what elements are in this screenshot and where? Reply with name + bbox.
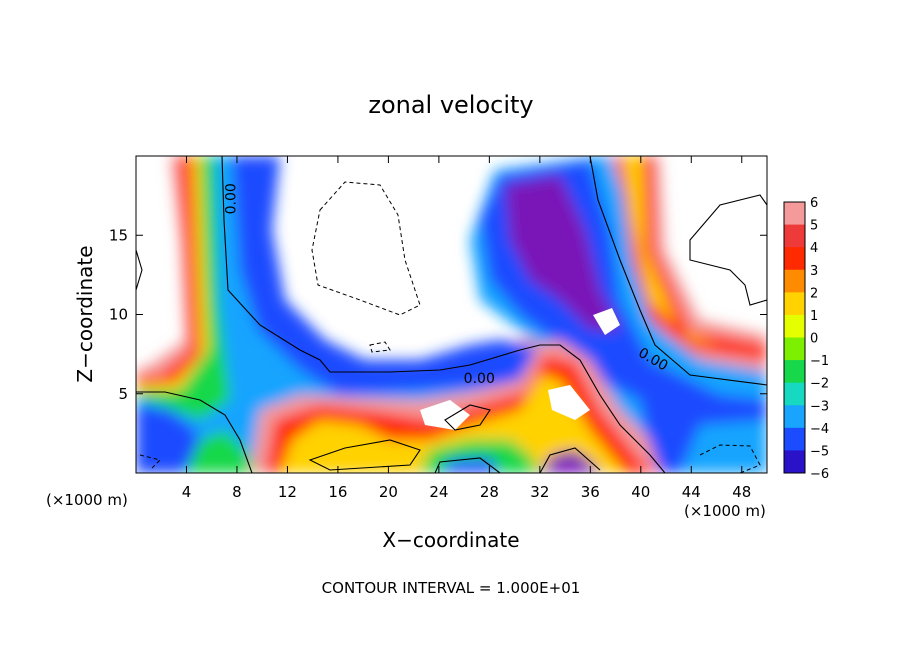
colorbar-swatch — [784, 450, 805, 474]
contour-lines-dashed — [139, 181, 761, 473]
colorbar-swatch — [784, 337, 805, 361]
contour-interval-note: CONTOUR INTERVAL = 1.000E+01 — [322, 579, 581, 597]
x-tick-label: 36 — [581, 483, 600, 501]
colorbar-label: −6 — [810, 467, 829, 482]
colorbar-swatch — [784, 405, 805, 429]
x-tick-label: 28 — [480, 483, 499, 501]
colorbar-label: −1 — [810, 354, 829, 369]
x-tick-label: 8 — [232, 483, 242, 501]
colorbar-swatch — [784, 269, 805, 293]
colorbar-swatch — [784, 224, 805, 248]
plot-area: 0.000.000.00 — [136, 156, 767, 473]
colorbar-label: 3 — [810, 264, 818, 279]
x-tick-label: 4 — [182, 483, 192, 501]
x-tick-label: 16 — [328, 483, 347, 501]
y-axis-label: Z−coordinate — [73, 245, 97, 382]
x-axis: 4 8 12 16 20 24 28 32 36 40 44 48 — [182, 156, 751, 501]
x-tick-label: 12 — [278, 483, 297, 501]
colorbar-label: −3 — [810, 399, 829, 414]
x-tick-label: 40 — [631, 483, 650, 501]
colorbar-swatch — [784, 314, 805, 338]
colorbar-label: 5 — [810, 219, 818, 234]
svg-text:0.00: 0.00 — [464, 371, 495, 387]
field-hole — [548, 385, 590, 420]
colorbar-swatch — [784, 292, 805, 316]
x-tick-label: 32 — [530, 483, 549, 501]
field-hole — [420, 400, 470, 430]
colorbar-swatch — [784, 382, 805, 406]
colorbar-label: 1 — [810, 309, 818, 324]
colorbar-swatch — [784, 427, 805, 451]
y-axis: 5 10 15 — [109, 226, 767, 403]
chart-title: zonal velocity — [368, 91, 533, 119]
contour-lines — [136, 156, 767, 473]
colorbar-swatch — [784, 247, 805, 271]
colorbar-label: 6 — [810, 196, 818, 211]
colorbar-label: −2 — [810, 377, 829, 392]
contour-label: 0.00 — [464, 371, 495, 387]
x-tick-label: 20 — [379, 483, 398, 501]
colorbar: 6 5 4 3 2 1 0 −1 −2 −3 −4 −5 −6 — [783, 196, 829, 482]
x-tick-label: 48 — [732, 483, 751, 501]
colorbar-frame — [783, 201, 806, 474]
field-hole — [593, 308, 620, 335]
colorbar-label: 2 — [810, 286, 818, 301]
x-tick-label: 24 — [429, 483, 448, 501]
colorbar-label: −4 — [810, 422, 829, 437]
y-tick-label: 10 — [109, 306, 128, 324]
x-axis-label: X−coordinate — [382, 528, 519, 552]
colorbar-label: 0 — [810, 332, 818, 347]
z-unit-label: (×1000 m) — [46, 491, 128, 509]
colorbar-label: −5 — [810, 444, 829, 459]
colorbar-swatch — [784, 202, 805, 226]
x-tick-label: 44 — [682, 483, 701, 501]
contour-label: 0.00 — [224, 183, 240, 214]
velocity-field — [136, 156, 767, 473]
x-unit-label: (×1000 m) — [684, 502, 766, 520]
y-tick-label: 5 — [118, 385, 128, 403]
colorbar-label: 4 — [810, 241, 818, 256]
colorbar-swatch — [784, 360, 805, 384]
svg-text:0.00: 0.00 — [224, 183, 240, 214]
y-tick-label: 15 — [109, 226, 128, 244]
